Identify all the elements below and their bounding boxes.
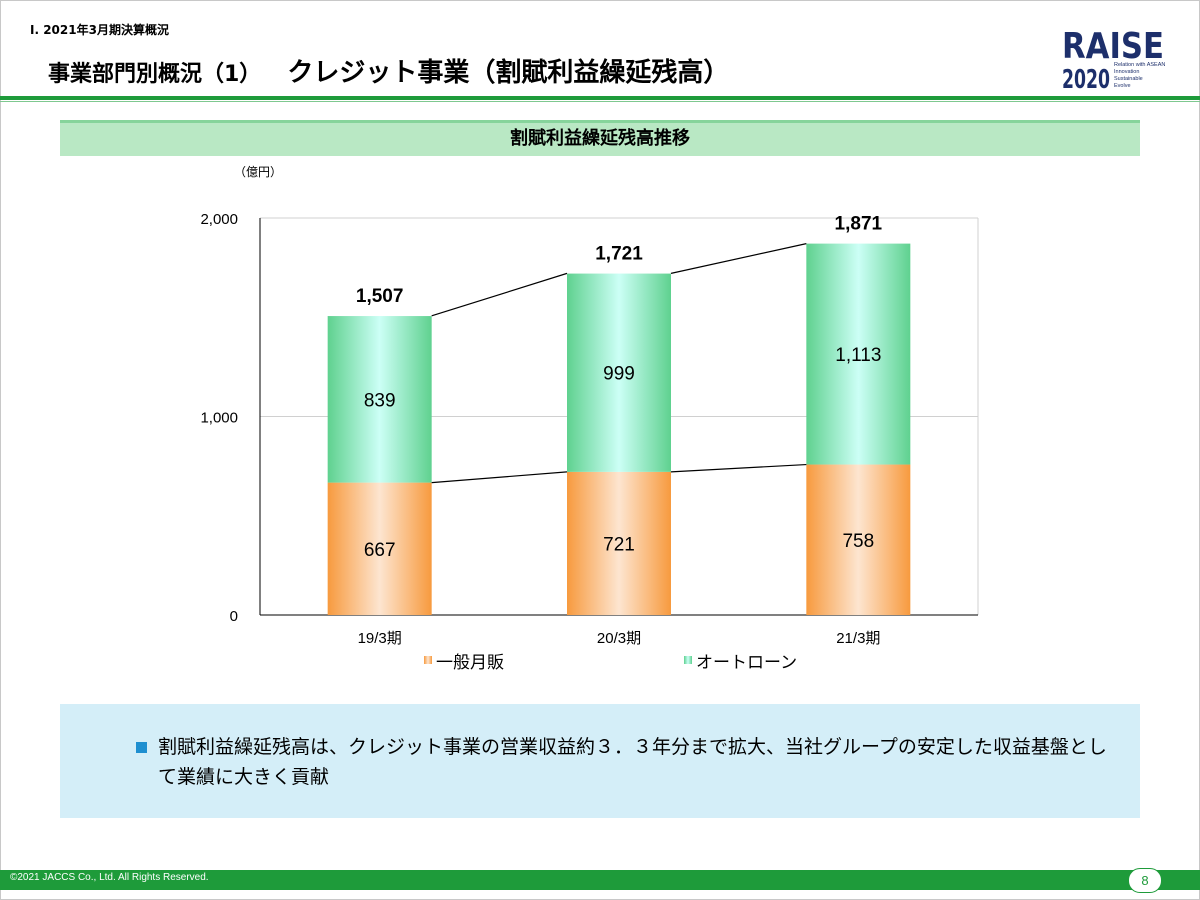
logo-word: RAISE — [1062, 26, 1164, 67]
legend-label: 一般月販 — [436, 653, 504, 673]
title-divider — [0, 96, 1200, 100]
y-tick-label: 1,000 — [200, 410, 238, 427]
total-label: 1,721 — [595, 243, 643, 264]
segment-label: 839 — [364, 390, 396, 411]
logo-year: 2020 — [1062, 65, 1110, 92]
summary-note: 割賦利益繰延残高は、クレジット事業の営業収益約３．３年分まで拡大、当社グループの… — [60, 704, 1140, 818]
page-title-main: クレジット事業（割賦利益繰延残高） — [287, 58, 730, 88]
copyright-text: ©2021 JACCS Co., Ltd. All Rights Reserve… — [10, 872, 209, 883]
legend-label: オートローン — [696, 653, 797, 673]
total-label: 1,871 — [835, 214, 883, 235]
x-tick-label: 21/3期 — [836, 630, 880, 647]
segment-label: 721 — [603, 534, 635, 555]
bar-segment-ippan-geppan — [806, 464, 911, 615]
segment-label: 999 — [603, 364, 635, 385]
footer-bar: ©2021 JACCS Co., Ltd. All Rights Reserve… — [0, 870, 1200, 890]
chart-title-banner: 割賦利益繰延残高推移 — [60, 120, 1140, 156]
bar-segment-ippan-geppan — [327, 482, 432, 615]
note-bullet-icon — [136, 742, 147, 753]
legend-swatch — [684, 656, 692, 664]
segment-label: 1,113 — [835, 345, 881, 366]
page-number: 8 — [1128, 868, 1162, 893]
y-tick-label: 2,000 — [200, 211, 238, 228]
segment-label: 758 — [842, 531, 874, 552]
note-text: 割賦利益繰延残高は、クレジット事業の営業収益約３．３年分まで拡大、当社グループの… — [158, 736, 1107, 788]
connector-line — [670, 463, 807, 473]
total-label: 1,507 — [356, 286, 404, 307]
connector-line — [670, 243, 807, 274]
logo-line-2: Innovation — [1114, 69, 1139, 75]
bar-segment-auto-loan — [327, 316, 432, 483]
x-tick-label: 19/3期 — [358, 630, 402, 647]
segment-label: 667 — [364, 540, 396, 561]
page-title-sub: 事業部門別概況（1） — [48, 62, 262, 87]
connector-line — [431, 272, 568, 317]
connector-line — [431, 471, 568, 484]
logo-line-3: Sustainable — [1114, 76, 1143, 82]
section-label: Ⅰ. 2021年3月期決算概況 — [30, 23, 169, 37]
stacked-bar-chart: 0 1,000 2,000 667 839 1,507 19/3期 721 999 1,721 20… — [200, 211, 979, 673]
logo-line-1: Relation with ASEAN — [1114, 62, 1165, 68]
bar-segment-ippan-geppan — [567, 471, 671, 615]
y-tick-label: 0 — [230, 608, 238, 625]
logo-line-4: Evolve — [1114, 83, 1131, 89]
chart-unit-label: （億円） — [234, 165, 283, 179]
page-title: 事業部門別概況（1） クレジット事業（割賦利益繰延残高） — [48, 52, 729, 89]
title-divider-thin — [0, 101, 1200, 102]
x-tick-label: 20/3期 — [597, 630, 641, 647]
legend-swatch — [424, 656, 432, 664]
bar-segment-auto-loan — [567, 273, 671, 472]
raise-2020-logo: RAISE 2020 Relation with ASEAN Innovatio… — [1062, 26, 1165, 92]
bar-segment-auto-loan — [806, 243, 911, 465]
